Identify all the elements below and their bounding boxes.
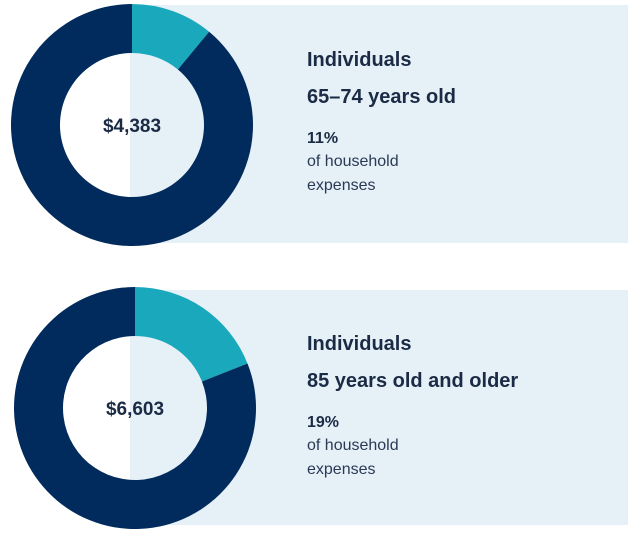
center-label: $6,603: [106, 399, 164, 420]
subtitle: 85 years old and older: [307, 370, 519, 392]
title: Individuals: [307, 333, 412, 355]
center-label: $4,383: [103, 116, 161, 137]
text-block: Individuals 85 years old and older 19% of h…: [307, 326, 607, 482]
donut-segment: [13, 287, 256, 529]
donut-segment: [10, 4, 254, 246]
percent-label: 11%: [307, 130, 339, 147]
page: {"chart_data": [ {"type": "pie", "title"…: [10, 4, 628, 529]
caption: of household expenses: [307, 153, 399, 194]
donut-chart: $4,383: [10, 4, 254, 246]
donut-chart: $6,603: [13, 287, 256, 529]
donut-segment: [135, 287, 248, 382]
subtitle: 65–74 years old: [307, 86, 456, 108]
donut-segment: [132, 4, 210, 70]
caption: of household expenses: [307, 437, 399, 478]
text-block: Individuals 65–74 years old 11% of househol…: [307, 42, 607, 198]
title: Individuals: [307, 49, 412, 71]
percent-label: 19%: [307, 414, 340, 431]
